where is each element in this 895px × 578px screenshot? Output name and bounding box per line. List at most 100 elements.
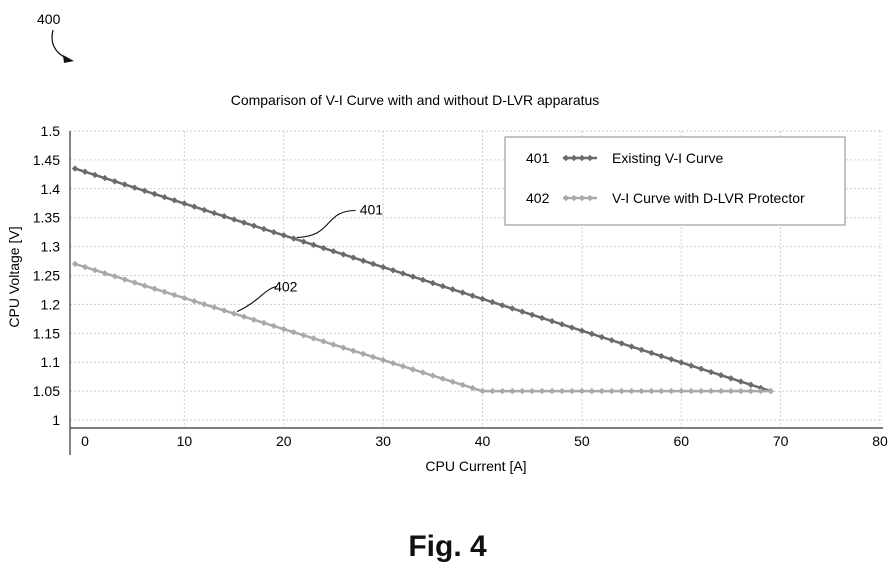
x-tick-label: 0 — [81, 433, 89, 449]
data-point — [201, 301, 208, 308]
data-point — [668, 387, 675, 395]
data-point — [638, 346, 645, 353]
data-point — [151, 285, 158, 292]
plot-area: 1 1.05 1.1 1.15 1.2 1.25 1.3 1.35 1.4 1.45 1.5 0 10… — [33, 123, 888, 455]
data-point — [181, 294, 188, 302]
figure-ref-arrowhead — [63, 55, 74, 63]
data-point — [141, 187, 148, 195]
data-point — [628, 387, 635, 395]
data-point — [210, 304, 218, 311]
data-point — [191, 297, 198, 305]
data-point — [101, 174, 109, 182]
data-point — [469, 292, 476, 299]
data-point — [578, 327, 586, 334]
data-point — [439, 282, 446, 290]
data-point — [141, 282, 148, 289]
data-point — [737, 378, 745, 385]
data-point — [727, 387, 735, 395]
x-tick-label: 50 — [574, 433, 590, 449]
data-point — [608, 337, 615, 344]
data-point — [91, 266, 99, 274]
data-point — [707, 368, 715, 376]
x-tick-label: 80 — [872, 433, 888, 449]
data-point — [578, 387, 586, 395]
data-point — [419, 369, 427, 376]
data-point — [588, 387, 596, 395]
data-point — [230, 216, 238, 223]
y-tick-label: 1.1 — [41, 354, 61, 370]
data-point — [459, 289, 466, 296]
data-point — [161, 193, 168, 201]
data-point — [399, 270, 407, 277]
y-axis-label: CPU Voltage [V] — [6, 226, 22, 327]
y-tick-label: 1.5 — [41, 123, 61, 139]
data-point — [638, 387, 645, 395]
y-tick-label: 1.2 — [41, 296, 61, 312]
data-point — [399, 363, 407, 370]
legend-point — [562, 194, 570, 202]
data-point — [707, 387, 715, 395]
figure-ref-number: 400 — [37, 11, 61, 27]
legend-ref-402: 402 — [526, 190, 550, 206]
data-point — [320, 244, 327, 252]
data-point — [111, 178, 119, 185]
y-tick-label: 1.15 — [33, 325, 60, 341]
x-tick-label: 70 — [773, 433, 789, 449]
legend-marker-dlvr — [562, 194, 597, 202]
data-point — [71, 165, 79, 172]
x-tick-labels: 0 10 20 30 40 50 60 70 80 — [81, 433, 888, 449]
legend-point — [586, 194, 594, 202]
legend-point — [586, 154, 594, 162]
data-point — [548, 387, 556, 395]
x-tick-label: 30 — [375, 433, 391, 449]
data-point — [618, 387, 625, 395]
data-point — [121, 181, 128, 188]
data-point — [389, 267, 397, 274]
annotation-leader — [296, 209, 356, 239]
data-point — [131, 184, 138, 191]
data-point — [668, 356, 675, 363]
data-point — [250, 316, 258, 323]
data-point — [171, 197, 178, 204]
data-point — [81, 263, 89, 271]
data-point — [210, 209, 218, 217]
legend-point — [570, 194, 578, 202]
data-point — [280, 325, 287, 333]
data-point — [538, 314, 546, 322]
data-point — [230, 310, 238, 317]
data-point — [528, 311, 536, 319]
data-point — [340, 344, 347, 351]
data-point — [499, 302, 506, 309]
series-existing — [71, 165, 774, 395]
data-point — [280, 232, 287, 239]
legend-label-dlvr: V-I Curve with D-LVR Protector — [612, 190, 805, 206]
data-point — [191, 203, 198, 210]
data-point — [369, 353, 377, 361]
data-point — [499, 387, 506, 395]
data-point — [91, 171, 99, 179]
data-point — [161, 288, 168, 296]
y-tick-label: 1.4 — [41, 181, 61, 197]
data-point — [250, 222, 258, 229]
data-point — [101, 270, 109, 277]
series-layer — [71, 165, 774, 395]
data-point — [717, 372, 725, 379]
y-tick-labels: 1 1.05 1.1 1.15 1.2 1.25 1.3 1.35 1.4 1.45 1.5 — [33, 123, 60, 428]
data-point — [71, 260, 79, 268]
data-point — [747, 381, 755, 388]
data-point — [608, 387, 615, 395]
data-point — [528, 387, 536, 395]
y-tick-label: 1.05 — [33, 383, 60, 399]
data-point — [489, 387, 496, 395]
data-point — [330, 248, 337, 255]
y-tick-label: 1.35 — [33, 210, 60, 226]
data-point — [290, 235, 297, 242]
data-point — [568, 387, 576, 395]
data-point — [131, 279, 138, 286]
y-tick-label: 1.25 — [33, 268, 60, 284]
data-point — [320, 338, 327, 345]
y-tick-label: 1.45 — [33, 152, 60, 168]
y-tick-label: 1 — [52, 412, 60, 428]
data-point — [369, 260, 377, 268]
